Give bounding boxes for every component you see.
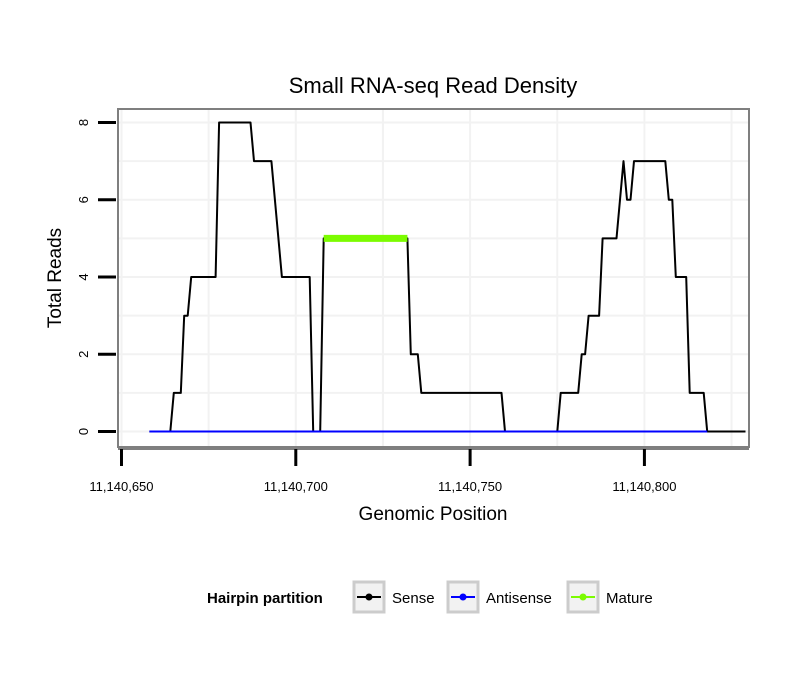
legend-title: Hairpin partition bbox=[207, 590, 323, 607]
y-axis: 0 2 4 6 8 bbox=[76, 119, 116, 435]
chart-title: Small RNA-seq Read Density bbox=[289, 73, 578, 98]
x-axis: 11,140,650 11,140,700 11,140,750 11,140,800 bbox=[89, 448, 749, 494]
legend-dot-sense bbox=[365, 593, 373, 601]
legend-label-sense: Sense bbox=[392, 590, 435, 607]
y-tick-label: 4 bbox=[76, 273, 91, 280]
x-axis-label: Genomic Position bbox=[359, 504, 508, 525]
y-tick-label: 0 bbox=[76, 428, 91, 435]
legend-label-antisense: Antisense bbox=[486, 590, 552, 607]
legend: Hairpin partition Sense Antisense Mature bbox=[207, 580, 653, 614]
x-tick-label: 11,140,650 bbox=[89, 479, 153, 494]
y-axis-label: Total Reads bbox=[45, 228, 66, 328]
y-tick-label: 8 bbox=[76, 119, 91, 126]
plot-border bbox=[117, 108, 750, 448]
y-tick-label: 6 bbox=[76, 196, 91, 203]
legend-dot-mature bbox=[579, 593, 587, 601]
series-layer bbox=[149, 121, 746, 433]
y-tick-label: 2 bbox=[76, 351, 91, 358]
x-tick-label: 11,140,700 bbox=[264, 479, 328, 494]
x-tick-label: 11,140,750 bbox=[438, 479, 502, 494]
legend-dot-antisense bbox=[459, 593, 467, 601]
x-tick-label: 11,140,800 bbox=[612, 479, 676, 494]
legend-label-mature: Mature bbox=[606, 590, 653, 607]
